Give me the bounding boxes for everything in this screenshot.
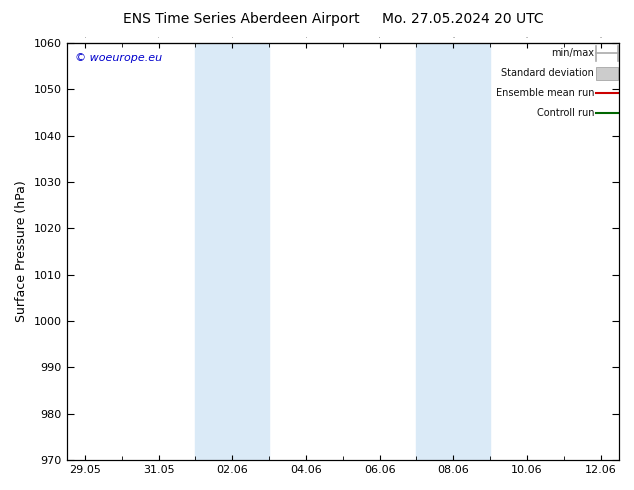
Text: Controll run: Controll run: [536, 108, 594, 119]
Text: min/max: min/max: [551, 49, 594, 58]
Bar: [417, 43, 490, 460]
Text: © woeurope.eu: © woeurope.eu: [75, 53, 162, 63]
Y-axis label: Surface Pressure (hPa): Surface Pressure (hPa): [15, 181, 28, 322]
FancyBboxPatch shape: [596, 67, 618, 80]
Text: Standard deviation: Standard deviation: [501, 69, 594, 78]
Bar: [195, 43, 269, 460]
Text: Mo. 27.05.2024 20 UTC: Mo. 27.05.2024 20 UTC: [382, 12, 543, 26]
Text: ENS Time Series Aberdeen Airport: ENS Time Series Aberdeen Airport: [122, 12, 359, 26]
Text: Ensemble mean run: Ensemble mean run: [496, 88, 594, 98]
